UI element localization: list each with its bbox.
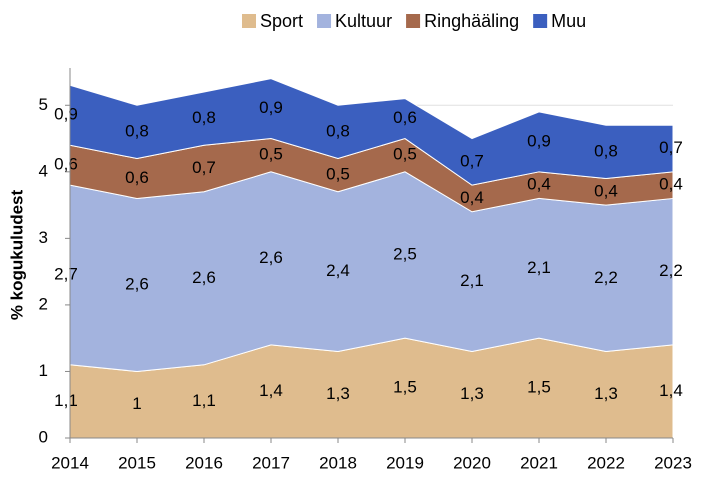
data-label: 1,3 [326,384,350,403]
data-label: 0,4 [659,175,683,194]
y-tick-label: 5 [39,95,48,114]
data-label: 0,9 [527,131,551,150]
data-label: 1 [132,394,141,413]
data-label: 2,1 [527,258,551,277]
data-label: 1,3 [594,384,618,403]
data-label: 0,7 [192,158,216,177]
data-label: 0,6 [125,168,149,187]
legend-label: Kultuur [335,11,392,31]
data-label: 1,3 [460,384,484,403]
data-label: 2,5 [393,244,417,263]
legend-label: Ringhääling [424,11,519,31]
data-label: 0,8 [192,108,216,127]
legend-swatch [317,14,332,28]
y-tick-label: 2 [39,294,48,313]
data-label: 1,1 [54,391,78,410]
data-label: 0,6 [54,155,78,174]
data-label: 0,4 [527,175,551,194]
legend-swatch [406,14,421,28]
data-label: 1,4 [259,381,283,400]
data-label: 0,6 [393,108,417,127]
data-label: 1,5 [393,378,417,397]
data-label: 2,2 [594,268,618,287]
x-tick-label: 2016 [185,453,223,472]
data-label: 0,5 [259,145,283,164]
x-tick-label: 2018 [319,453,357,472]
data-label: 0,5 [326,165,350,184]
legend-label: Muu [551,11,586,31]
data-label: 0,9 [54,105,78,124]
x-tick-label: 2020 [453,453,491,472]
legend-swatch [242,14,256,28]
data-label: 1,1 [192,391,216,410]
data-label: 1,5 [527,378,551,397]
data-label: 0,7 [659,138,683,157]
data-label: 0,8 [326,121,350,140]
data-label: 0,9 [259,98,283,117]
data-label: 0,8 [594,141,618,160]
area [69,78,674,186]
data-label: 2,6 [259,248,283,267]
legend-label: Sport [260,11,303,31]
x-tick-label: 2015 [118,453,156,472]
data-label: 0,4 [460,188,484,207]
y-tick-label: 3 [39,228,48,247]
x-tick-label: 2023 [654,453,692,472]
data-label: 1,4 [659,381,683,400]
data-label: 0,7 [460,151,484,170]
data-label: 2,4 [326,261,350,280]
data-label: 2,7 [54,264,78,283]
legend-swatch [533,14,548,28]
y-tick-label: 0 [39,427,48,446]
data-label: 0,8 [125,121,149,140]
data-label: 0,4 [594,181,618,200]
x-tick-label: 2017 [252,453,290,472]
y-axis-label: % kogukuludest [7,189,26,320]
data-label: 2,6 [125,274,149,293]
y-tick-label: 1 [39,361,48,380]
data-label: 2,6 [192,268,216,287]
data-label: 2,1 [460,271,484,290]
x-tick-label: 2014 [51,453,89,472]
x-tick-label: 2021 [520,453,558,472]
x-tick-label: 2022 [587,453,625,472]
y-tick-label: 4 [39,161,48,180]
data-label: 0,5 [393,145,417,164]
x-tick-label: 2019 [386,453,424,472]
data-label: 2,2 [659,261,683,280]
